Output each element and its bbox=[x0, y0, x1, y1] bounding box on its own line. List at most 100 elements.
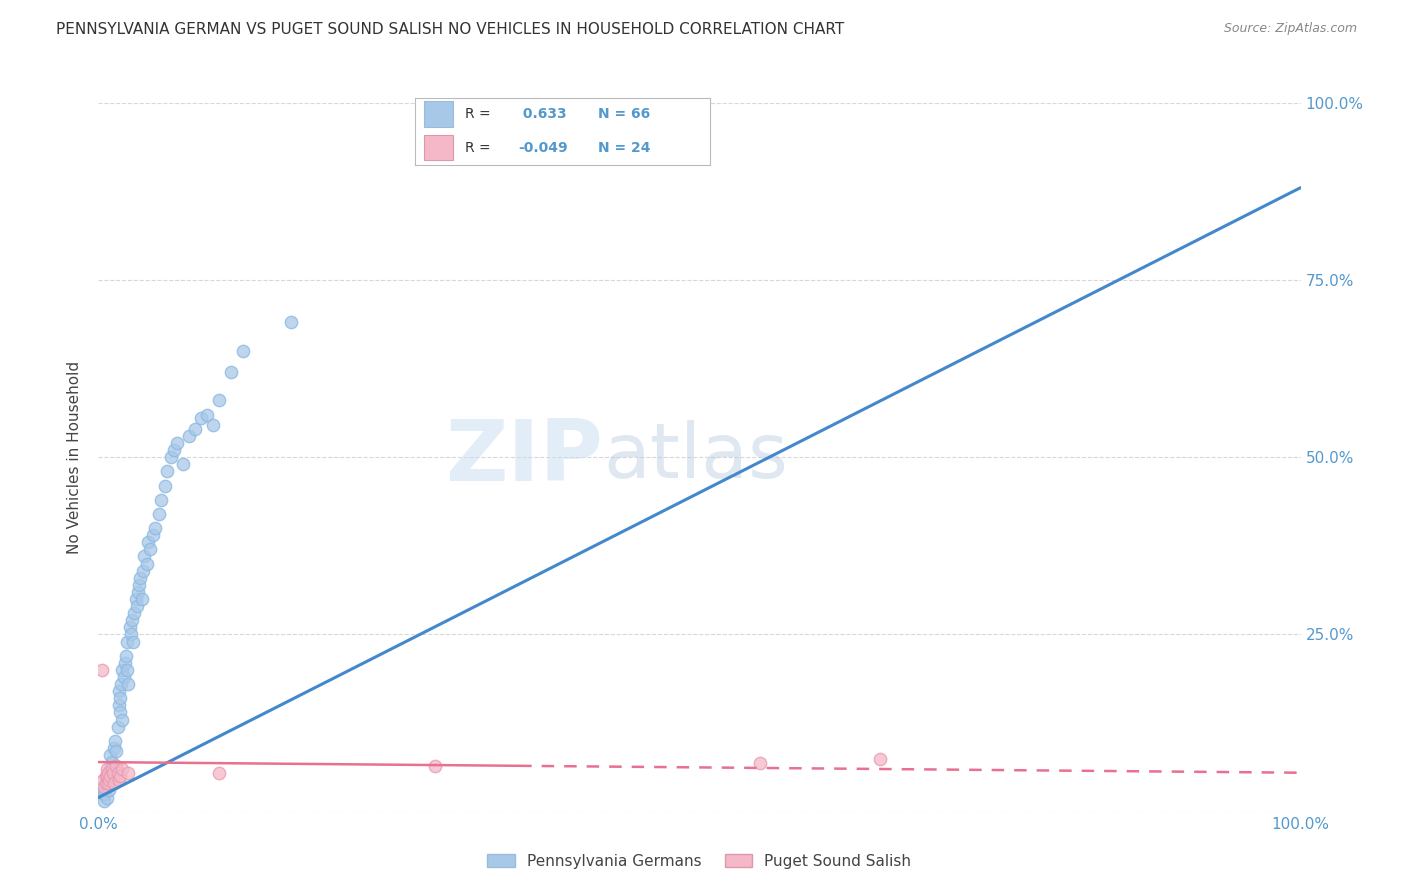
Point bbox=[94, 776, 117, 790]
Point bbox=[98, 772, 121, 787]
Point bbox=[100, 762, 122, 776]
Point bbox=[108, 684, 131, 698]
Point bbox=[172, 457, 194, 471]
Point bbox=[136, 535, 159, 549]
Point bbox=[128, 578, 150, 592]
Point bbox=[93, 783, 115, 797]
Text: PENNSYLVANIA GERMAN VS PUGET SOUND SALISH NO VEHICLES IN HOUSEHOLD CORRELATION C: PENNSYLVANIA GERMAN VS PUGET SOUND SALIS… bbox=[56, 22, 845, 37]
Point bbox=[112, 670, 135, 684]
Point bbox=[423, 758, 446, 772]
Point bbox=[93, 787, 115, 801]
Point bbox=[143, 521, 166, 535]
Text: atlas: atlas bbox=[603, 420, 789, 494]
Point bbox=[100, 769, 122, 783]
Point bbox=[135, 557, 157, 571]
Point bbox=[94, 769, 117, 783]
Point bbox=[108, 772, 131, 787]
Point bbox=[107, 765, 129, 780]
Text: Source: ZipAtlas.com: Source: ZipAtlas.com bbox=[1223, 22, 1357, 36]
Point bbox=[91, 772, 114, 787]
Point bbox=[163, 443, 186, 458]
Point bbox=[94, 776, 117, 790]
Point bbox=[166, 436, 188, 450]
Point bbox=[156, 464, 179, 478]
Point bbox=[118, 620, 141, 634]
Text: N = 24: N = 24 bbox=[598, 141, 651, 154]
Point bbox=[108, 691, 131, 706]
Point bbox=[232, 343, 254, 358]
Point bbox=[97, 772, 120, 787]
Point bbox=[117, 663, 139, 677]
Point bbox=[125, 592, 148, 607]
Point bbox=[105, 758, 128, 772]
Point bbox=[117, 634, 139, 648]
Point bbox=[117, 677, 139, 691]
Point bbox=[131, 592, 153, 607]
Text: ZIP: ZIP bbox=[446, 416, 603, 499]
Point bbox=[139, 542, 162, 557]
Point bbox=[869, 751, 891, 765]
Point bbox=[141, 528, 163, 542]
Point bbox=[100, 762, 122, 776]
Point bbox=[177, 429, 200, 443]
Point bbox=[208, 393, 231, 408]
Point bbox=[748, 756, 770, 771]
Point bbox=[120, 627, 142, 641]
Point bbox=[111, 663, 134, 677]
Point bbox=[105, 744, 128, 758]
Point bbox=[96, 769, 118, 783]
Point bbox=[104, 733, 127, 747]
Point bbox=[117, 765, 139, 780]
Point bbox=[280, 315, 302, 329]
Point bbox=[97, 776, 120, 790]
Point bbox=[148, 507, 170, 521]
Point bbox=[122, 634, 145, 648]
Point bbox=[100, 747, 122, 762]
Point bbox=[101, 769, 124, 783]
Point bbox=[97, 765, 120, 780]
Point bbox=[96, 780, 118, 794]
Point bbox=[159, 450, 181, 464]
Text: -0.049: -0.049 bbox=[517, 141, 568, 154]
Point bbox=[149, 492, 172, 507]
Point bbox=[103, 776, 125, 790]
Point bbox=[110, 677, 132, 691]
Point bbox=[101, 765, 124, 780]
Point bbox=[201, 418, 224, 433]
Point bbox=[183, 422, 205, 436]
Y-axis label: No Vehicles in Household: No Vehicles in Household bbox=[67, 360, 83, 554]
Text: R =: R = bbox=[465, 107, 495, 121]
Point bbox=[190, 411, 212, 425]
Point bbox=[121, 613, 143, 627]
Point bbox=[132, 564, 155, 578]
Point bbox=[108, 706, 131, 720]
Point bbox=[97, 765, 120, 780]
Point bbox=[100, 755, 122, 769]
Point bbox=[111, 713, 134, 727]
Point bbox=[108, 698, 131, 713]
Point bbox=[195, 408, 218, 422]
Point bbox=[153, 478, 176, 492]
Bar bbox=[423, 102, 453, 127]
Point bbox=[114, 656, 136, 670]
Text: R =: R = bbox=[465, 141, 495, 154]
Point bbox=[208, 765, 231, 780]
Point bbox=[127, 585, 149, 599]
Legend: Pennsylvania Germans, Puget Sound Salish: Pennsylvania Germans, Puget Sound Salish bbox=[481, 847, 918, 875]
Point bbox=[132, 549, 155, 564]
Point bbox=[105, 758, 128, 772]
Point bbox=[125, 599, 148, 613]
Text: N = 66: N = 66 bbox=[598, 107, 650, 121]
Point bbox=[96, 762, 118, 776]
Point bbox=[107, 720, 129, 734]
Point bbox=[93, 780, 115, 794]
Point bbox=[111, 762, 134, 776]
Point bbox=[124, 606, 146, 620]
Point bbox=[219, 365, 242, 379]
Point bbox=[91, 663, 114, 677]
Bar bbox=[423, 135, 453, 161]
Point bbox=[103, 740, 125, 755]
Point bbox=[98, 783, 121, 797]
Point bbox=[129, 571, 152, 585]
Point bbox=[96, 790, 118, 805]
